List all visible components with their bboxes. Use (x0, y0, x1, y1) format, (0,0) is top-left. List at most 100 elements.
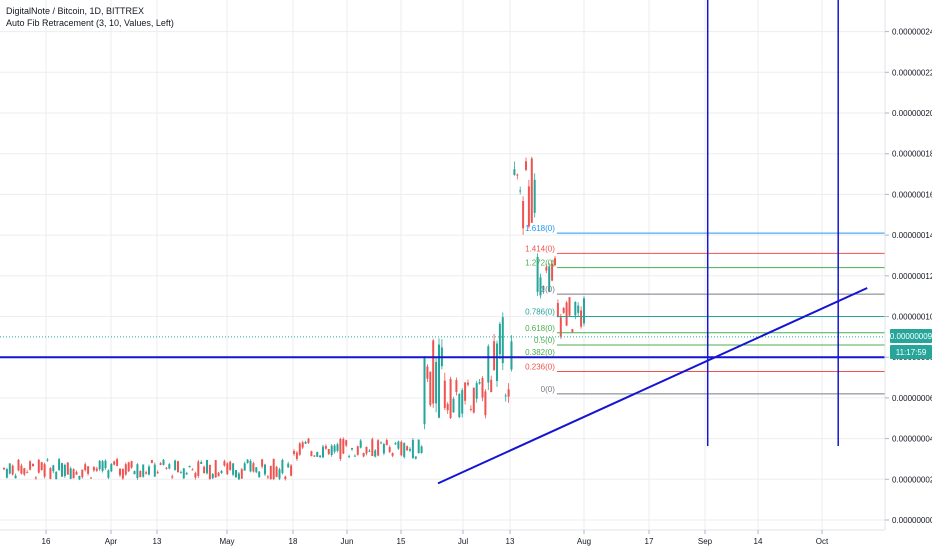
grid-lines (0, 0, 885, 530)
candle-body (551, 263, 554, 281)
candle-body (409, 449, 411, 451)
fib-retracement[interactable]: 1.618(0) 1.414(0) 1.272(0) 1(0) 0.786(0) 0.61… (0, 224, 885, 395)
candle-body (472, 387, 475, 413)
candle-body (98, 460, 101, 470)
candle-body (171, 476, 174, 478)
time-tick-label: Oct (816, 537, 829, 546)
candle-body (368, 450, 371, 452)
candle-body (475, 383, 478, 399)
candle-body (432, 340, 435, 404)
fib-level-label: 1(0) (541, 285, 556, 294)
price-axis[interactable]: 0.00000000 0.00000002 0.00000004 0.00000006… (885, 28, 932, 525)
candle-body (72, 469, 75, 479)
candle-body (34, 477, 37, 479)
fib-level-label: 0.236(0) (525, 362, 555, 371)
candle-body (356, 446, 359, 455)
candle-body (516, 174, 519, 176)
candle-body (235, 470, 237, 478)
candle-body (559, 317, 562, 337)
candle-body (168, 464, 171, 469)
time-tick-label: Aug (577, 537, 591, 546)
candle-body (255, 467, 258, 473)
price-tick-label: 0.00000000 (892, 516, 932, 525)
candle-body (574, 302, 577, 316)
candle-body (290, 465, 293, 476)
candle-body (90, 477, 92, 479)
candle-body (252, 463, 255, 472)
candle-body (153, 464, 156, 477)
candle-body (327, 449, 330, 454)
candle-body (237, 473, 240, 480)
candle-body (429, 371, 432, 405)
candle-body (261, 459, 264, 467)
candle-body (110, 464, 113, 472)
candle-body (52, 465, 55, 472)
candle-body (275, 466, 278, 477)
time-tick-label: 18 (289, 537, 298, 546)
candle-body (55, 471, 58, 480)
candle-body (75, 472, 78, 475)
candle-body (313, 455, 316, 457)
candle-body (249, 460, 252, 472)
last-price-label: 0.00000009 (890, 332, 932, 341)
candle-body (295, 452, 298, 459)
candle-body (3, 467, 5, 470)
candle-body (66, 462, 69, 475)
candle-body (281, 459, 284, 474)
candle-body (284, 476, 287, 480)
time-tick-label: Apr (105, 537, 118, 546)
candle-body (119, 468, 121, 476)
candle-body (435, 362, 438, 404)
candle-body (107, 470, 110, 478)
candle-body (162, 459, 165, 465)
candle-body (11, 465, 14, 475)
drawings[interactable] (0, 0, 885, 485)
candle-body (40, 462, 43, 471)
candle-body (507, 389, 510, 397)
candle-body (269, 465, 272, 480)
candle-body (548, 266, 551, 292)
time-axis[interactable]: 16 Apr 13 May 18 Jun 15 Jul 13 Aug 17 Sep 14 Oct (42, 530, 829, 546)
candle-body (165, 467, 168, 469)
candle-body (116, 459, 119, 466)
candle-body (426, 366, 429, 379)
candle-body (148, 466, 150, 475)
time-tick-label: May (219, 537, 234, 546)
candle-body (49, 468, 52, 479)
candle-body (449, 378, 452, 418)
candle-body (232, 463, 235, 475)
candle-body (246, 459, 249, 464)
fib-level-label: 1.618(0) (525, 224, 555, 233)
candle-body (455, 380, 458, 393)
time-tick-label: 13 (506, 537, 515, 546)
candle-body (142, 464, 145, 477)
candle-body (527, 186, 530, 227)
candle-body (458, 393, 461, 418)
candle-body (565, 302, 568, 326)
candle-body (342, 438, 345, 454)
candle-body (159, 463, 162, 465)
candle-body (301, 442, 304, 448)
price-tick-label: 0.00000010 (892, 313, 932, 322)
candle-body (438, 344, 440, 418)
candle-body (124, 464, 127, 475)
symbol-title[interactable]: DigitalNote / Bitcoin, 1D, BITTREX (6, 6, 145, 16)
candle-body (380, 442, 382, 444)
candle-body (348, 456, 351, 458)
candle-body (150, 460, 153, 463)
trend-line (437, 287, 868, 485)
time-tick-label: Jul (458, 537, 468, 546)
indicator-title[interactable]: Auto Fib Retracement (3, 10, Values, Lef… (6, 18, 174, 28)
price-tick-label: 0.00000002 (892, 475, 932, 484)
candle-body (371, 439, 374, 456)
candle-body (29, 461, 32, 470)
candle-body (417, 439, 420, 454)
candle-body (307, 438, 310, 443)
candle-body (322, 446, 324, 458)
candle-body (61, 463, 63, 477)
time-tick-label: 16 (42, 537, 51, 546)
candle-body (139, 471, 142, 478)
candle-body (95, 468, 98, 471)
candle-body (130, 461, 133, 468)
